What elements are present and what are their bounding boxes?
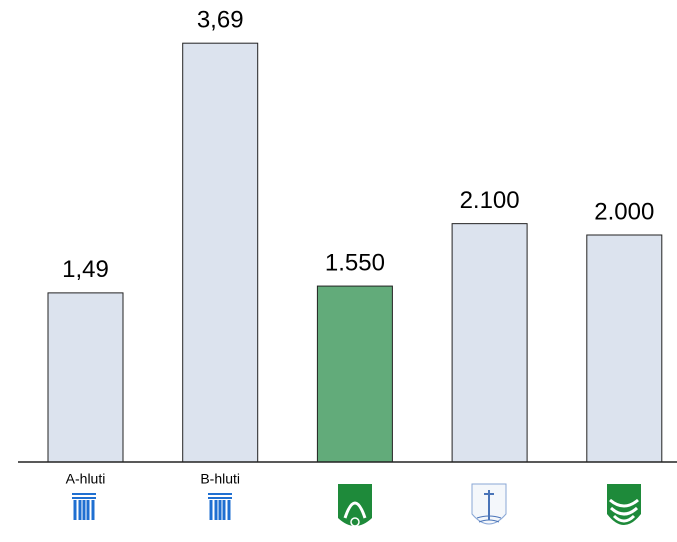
logo-e: [607, 484, 641, 525]
value-label: 3,69: [197, 7, 244, 34]
bar: [47, 292, 124, 463]
value-label: 2.000: [594, 198, 654, 225]
value-label: 1.550: [325, 249, 385, 276]
logo-d: [471, 483, 507, 525]
bar: [586, 234, 663, 463]
value-label: 1,49: [62, 256, 109, 283]
logo-b: [208, 493, 232, 520]
bar: [182, 42, 259, 463]
logo-c: [338, 484, 372, 527]
value-label: 2.100: [460, 187, 520, 214]
bar: [451, 223, 528, 463]
logo-a: [70, 490, 98, 520]
logos: [70, 483, 641, 527]
x-tick-label: B-hluti: [200, 471, 240, 487]
x-tick-label: A-hluti: [66, 471, 106, 487]
bar: [316, 285, 393, 463]
